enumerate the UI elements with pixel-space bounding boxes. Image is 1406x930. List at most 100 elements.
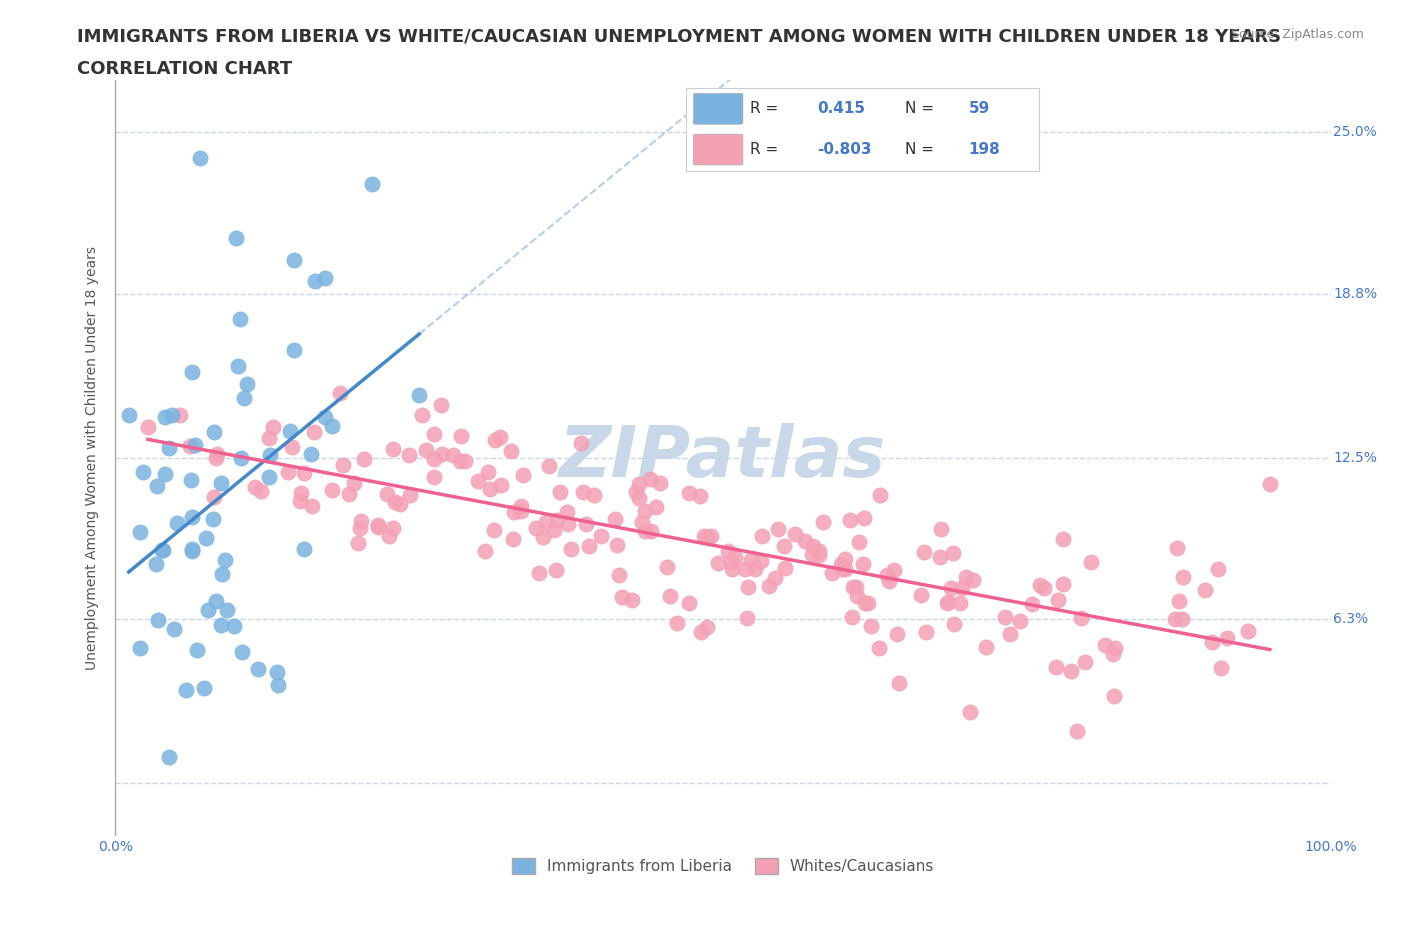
Legend: Immigrants from Liberia, Whites/Caucasians: Immigrants from Liberia, Whites/Caucasia… xyxy=(506,852,941,881)
Point xyxy=(509,498,531,513)
Point xyxy=(180,543,202,558)
Point xyxy=(193,681,215,696)
Point xyxy=(281,440,304,455)
Point xyxy=(645,500,668,515)
Point xyxy=(366,520,388,535)
Point xyxy=(226,359,249,374)
Point xyxy=(361,177,384,192)
Point xyxy=(879,573,901,588)
Point xyxy=(510,504,533,519)
Point xyxy=(259,447,281,462)
Point xyxy=(163,621,186,636)
Point xyxy=(1052,577,1074,591)
Point xyxy=(659,589,682,604)
Point xyxy=(214,552,236,567)
Point xyxy=(1102,688,1125,703)
Point xyxy=(942,617,965,631)
Point xyxy=(388,497,411,512)
Point xyxy=(181,364,204,379)
Point xyxy=(283,253,305,268)
Point xyxy=(1237,623,1260,638)
Point xyxy=(201,512,224,526)
Point xyxy=(160,407,183,422)
Point xyxy=(202,489,225,504)
Text: CORRELATION CHART: CORRELATION CHART xyxy=(77,60,292,78)
Point xyxy=(721,562,744,577)
Point xyxy=(624,485,647,499)
Point xyxy=(724,550,747,565)
Point xyxy=(772,538,794,553)
Point xyxy=(749,553,772,568)
Point xyxy=(136,420,159,435)
Point xyxy=(266,664,288,679)
Point xyxy=(337,487,360,502)
Point xyxy=(830,556,852,571)
Point xyxy=(720,554,742,569)
Point xyxy=(449,454,471,469)
Point xyxy=(228,312,250,326)
Point xyxy=(367,517,389,532)
Point xyxy=(524,521,547,536)
Point xyxy=(166,515,188,530)
Point xyxy=(569,436,592,451)
Point xyxy=(1029,578,1052,592)
Point xyxy=(807,543,830,558)
Point xyxy=(349,520,371,535)
Point xyxy=(157,750,180,764)
Point xyxy=(245,480,267,495)
Point xyxy=(800,547,823,562)
Point xyxy=(744,562,766,577)
Text: Source: ZipAtlas.com: Source: ZipAtlas.com xyxy=(1230,28,1364,41)
Point xyxy=(491,478,513,493)
Point xyxy=(1216,631,1239,645)
Point xyxy=(128,641,150,656)
Point xyxy=(955,569,977,584)
Point xyxy=(179,438,201,453)
Text: ZIPatlas: ZIPatlas xyxy=(560,423,887,492)
Point xyxy=(693,528,716,543)
Point xyxy=(301,499,323,514)
Point xyxy=(235,377,257,392)
Point xyxy=(773,561,796,576)
Point xyxy=(441,448,464,463)
Point xyxy=(1208,561,1230,576)
Point xyxy=(399,487,422,502)
Point xyxy=(1104,640,1126,655)
Point xyxy=(157,441,180,456)
Point xyxy=(929,521,952,536)
Point xyxy=(794,534,817,549)
Point xyxy=(329,385,352,400)
Point xyxy=(1171,570,1194,585)
Point xyxy=(1167,593,1189,608)
Point xyxy=(430,397,453,412)
Point xyxy=(474,544,496,559)
Point xyxy=(801,538,824,553)
Point xyxy=(195,530,218,545)
Point xyxy=(350,513,373,528)
Point xyxy=(536,514,558,529)
Point xyxy=(217,603,239,618)
Point xyxy=(231,644,253,659)
Point xyxy=(283,343,305,358)
Point xyxy=(197,603,219,618)
Point xyxy=(839,512,862,527)
Point xyxy=(246,661,269,676)
Point xyxy=(1021,597,1043,612)
Point xyxy=(118,408,141,423)
Point xyxy=(479,482,502,497)
Point xyxy=(411,408,433,423)
Point xyxy=(758,578,780,593)
Point xyxy=(546,512,568,527)
Point xyxy=(146,612,169,627)
Point xyxy=(209,618,232,633)
Point xyxy=(1059,664,1081,679)
Point xyxy=(499,444,522,458)
Point xyxy=(603,512,626,526)
Point xyxy=(860,618,883,633)
Point xyxy=(184,437,207,452)
Point xyxy=(910,587,932,602)
Point xyxy=(531,529,554,544)
Point xyxy=(302,424,325,439)
Point xyxy=(591,529,613,544)
Point xyxy=(477,465,499,480)
